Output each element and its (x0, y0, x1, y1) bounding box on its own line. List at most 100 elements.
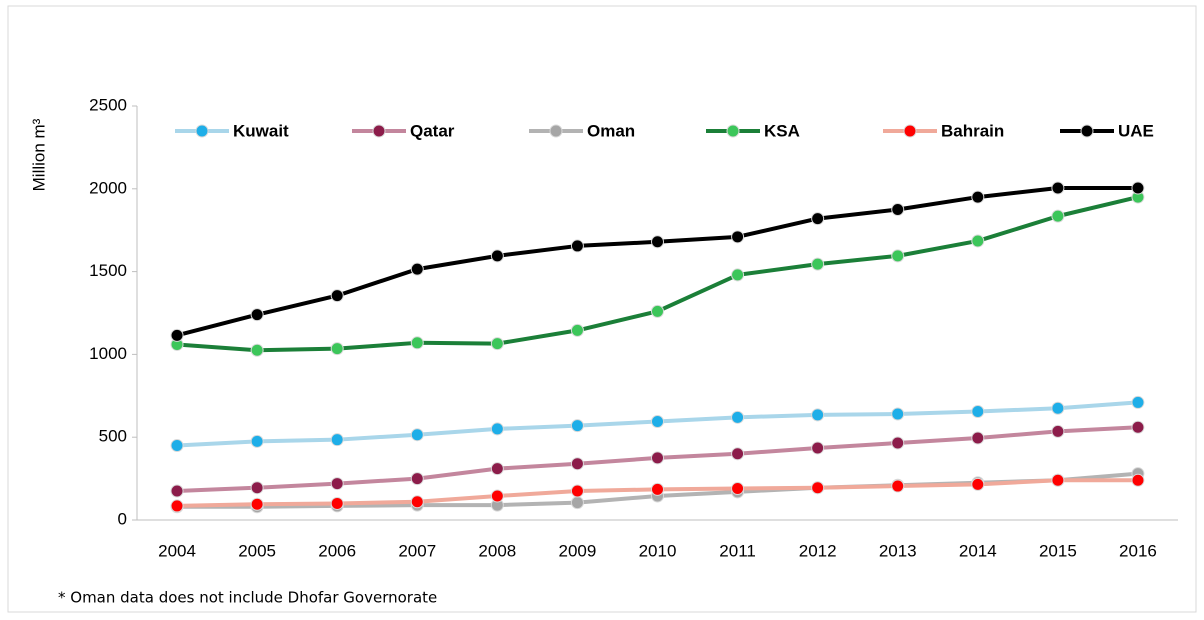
data-point (250, 308, 264, 322)
x-tick-label: 2013 (879, 541, 917, 560)
x-tick-label: 2011 (719, 541, 756, 560)
data-point (1131, 473, 1145, 487)
y-tick-label: 2500 (89, 95, 127, 114)
data-point (651, 414, 664, 428)
data-point (971, 190, 985, 204)
legend-label: Kuwait (233, 121, 289, 140)
x-tick-label: 2007 (398, 541, 436, 560)
data-point (811, 441, 825, 455)
data-point (811, 481, 825, 495)
data-point (971, 477, 985, 491)
y-axis-label: Million m³ (29, 118, 48, 191)
legend-marker (195, 124, 209, 138)
data-point (1131, 420, 1145, 434)
data-point (490, 462, 504, 476)
data-point (330, 289, 344, 303)
data-point (651, 451, 664, 465)
y-tick-label: 0 (118, 509, 127, 528)
x-tick-label: 2008 (478, 541, 516, 560)
y-tick-label: 500 (99, 427, 127, 446)
x-tick-label: 2014 (959, 541, 997, 560)
data-point (731, 268, 745, 282)
data-point (410, 472, 424, 486)
data-point (570, 496, 584, 510)
data-point (170, 438, 184, 452)
data-point (250, 481, 264, 495)
data-point (891, 203, 905, 216)
x-tick-label: 2004 (158, 541, 196, 560)
data-point (250, 434, 264, 448)
x-tick-label: 2009 (559, 541, 597, 560)
data-point (1051, 181, 1065, 195)
data-point (250, 343, 264, 357)
data-point (410, 428, 424, 442)
y-tick-label: 1500 (89, 261, 127, 280)
x-tick-label: 2016 (1119, 541, 1157, 560)
data-point (731, 230, 745, 244)
data-point (1051, 209, 1065, 223)
data-point (811, 212, 825, 226)
legend-label: KSA (764, 121, 800, 140)
data-point (651, 482, 664, 496)
data-point (891, 249, 905, 263)
data-point (1131, 395, 1145, 409)
legend-marker (726, 124, 740, 138)
data-point (330, 433, 344, 447)
data-point (1131, 181, 1145, 195)
data-point (490, 489, 504, 503)
x-tick-label: 2010 (639, 541, 677, 560)
data-point (971, 431, 985, 445)
data-point (570, 323, 584, 337)
data-point (410, 262, 424, 276)
chart-frame (7, 5, 1197, 613)
data-point (570, 419, 584, 433)
data-point (570, 239, 584, 253)
data-point (971, 234, 985, 248)
data-point (170, 484, 184, 498)
data-point (490, 337, 504, 351)
footnote: * Oman data does not include Dhofar Gove… (58, 589, 437, 607)
legend-label: Qatar (410, 121, 455, 140)
legend-label: Bahrain (941, 121, 1004, 140)
data-point (731, 447, 745, 461)
data-point (490, 249, 504, 263)
x-tick-label: 2015 (1039, 541, 1077, 560)
legend-marker (1080, 124, 1094, 138)
data-point (330, 496, 344, 510)
data-point (490, 422, 504, 436)
data-point (891, 407, 905, 421)
x-tick-label: 2012 (799, 541, 837, 560)
data-point (1051, 401, 1065, 415)
data-point (971, 405, 985, 419)
data-point (651, 304, 664, 318)
data-point (731, 482, 745, 496)
y-tick-label: 2000 (89, 178, 127, 197)
data-point (891, 436, 905, 450)
data-point (1051, 424, 1065, 438)
data-point (1051, 473, 1065, 487)
series-line (176, 195, 1139, 353)
data-point (570, 484, 584, 498)
data-point (250, 497, 264, 511)
x-tick-label: 2006 (318, 541, 356, 560)
y-tick-label: 1000 (89, 344, 127, 363)
data-point (731, 410, 745, 424)
data-point (410, 336, 424, 350)
data-point (410, 495, 424, 509)
data-point (570, 457, 584, 471)
legend-marker (549, 124, 563, 138)
x-tick-label: 2005 (238, 541, 276, 560)
legend-label: Oman (587, 121, 635, 140)
data-point (811, 257, 825, 271)
data-point (891, 479, 905, 493)
legend-marker (372, 124, 386, 138)
data-point (811, 408, 825, 422)
legend-marker (903, 124, 917, 138)
data-point (330, 477, 344, 491)
legend-label: UAE (1118, 121, 1154, 140)
data-point (330, 342, 344, 356)
data-point (651, 235, 664, 249)
data-point (170, 499, 184, 513)
data-point (170, 328, 184, 342)
